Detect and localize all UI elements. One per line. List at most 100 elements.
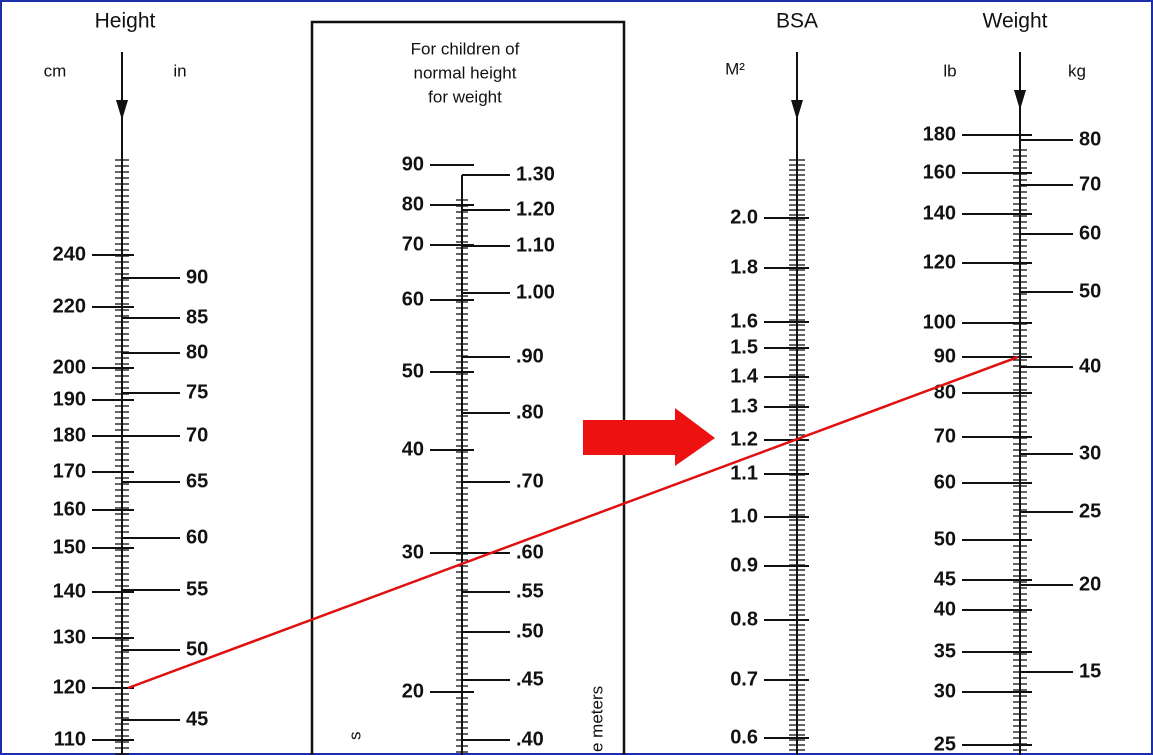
tick-label: .40	[516, 728, 544, 750]
box-text: For children of	[411, 39, 520, 58]
tick-label: 150	[53, 536, 86, 558]
tick-label: 30	[402, 541, 424, 563]
box-text: for weight	[428, 87, 502, 106]
tick-label: 60	[934, 471, 956, 493]
unit: M²	[725, 59, 745, 78]
tick-label: 25	[1079, 500, 1101, 522]
tick-label: 180	[53, 424, 86, 446]
red-line	[127, 355, 1019, 690]
tick-label: 40	[1079, 355, 1101, 377]
tick-label: 240	[53, 243, 86, 265]
tick-label: 20	[402, 680, 424, 702]
tick-label: 50	[186, 638, 208, 660]
tick-label: 170	[53, 460, 86, 482]
tick-label: 180	[923, 123, 956, 145]
tick-label: 1.0	[730, 505, 758, 527]
tick-label: 15	[1079, 660, 1101, 682]
title: BSA	[776, 10, 818, 33]
tick-label: 1.20	[516, 198, 555, 220]
unit: in	[173, 61, 186, 80]
tick-label: 220	[53, 295, 86, 317]
tick-label: 45	[186, 708, 208, 730]
tick-label: 65	[186, 470, 208, 492]
tick-label: 0.6	[730, 726, 758, 748]
tick-label: 120	[53, 676, 86, 698]
tick-label: 0.8	[730, 608, 758, 630]
tick-label: 50	[934, 528, 956, 550]
side-text: s	[345, 732, 364, 741]
tick-label: 90	[186, 266, 208, 288]
tick-label: 100	[923, 311, 956, 333]
tick-label: 1.10	[516, 234, 555, 256]
tick-label: 55	[186, 578, 208, 600]
tick-label: 30	[934, 680, 956, 702]
tick-label: 70	[186, 424, 208, 446]
unit: cm	[44, 61, 67, 80]
tick-label: 80	[1079, 128, 1101, 150]
box	[310, 20, 626, 755]
tick-label: 60	[402, 288, 424, 310]
arrow-head	[116, 100, 128, 120]
unit: kg	[1068, 61, 1086, 80]
tick-label: 70	[1079, 173, 1101, 195]
tick-label: 75	[186, 381, 208, 403]
tick-label: 85	[186, 306, 208, 328]
tick-label: 1.5	[730, 336, 758, 358]
tick-label: 1.2	[730, 428, 758, 450]
tick-label: 80	[186, 341, 208, 363]
tick-label: 1.00	[516, 281, 555, 303]
tick-label: 2.0	[730, 206, 758, 228]
tick-label: 1.8	[730, 256, 758, 278]
tick-label: 90	[934, 345, 956, 367]
tick-label: 60	[1079, 222, 1101, 244]
tick-label: 80	[402, 193, 424, 215]
tick-label: .55	[516, 580, 544, 602]
tick-label: 160	[923, 161, 956, 183]
tick-label: 90	[402, 153, 424, 175]
tick-label: 110	[54, 728, 86, 750]
tick-label: 25	[934, 733, 956, 755]
tick-label: 1.6	[730, 310, 758, 332]
title: Height	[95, 10, 156, 33]
tick-label: .90	[516, 345, 544, 367]
tick-label: .80	[516, 401, 544, 423]
tick-label: 70	[934, 425, 956, 447]
arrow-head	[791, 100, 803, 120]
box-text: normal height	[413, 63, 516, 82]
tick-label: 45	[934, 568, 956, 590]
tick-label: 0.9	[730, 554, 758, 576]
tick-label: 200	[53, 356, 86, 378]
tick-label: 30	[1079, 442, 1101, 464]
tick-label: 50	[1079, 280, 1101, 302]
tick-label: .50	[516, 620, 544, 642]
tick-label: 1.30	[516, 163, 555, 185]
tick-label: .70	[516, 470, 544, 492]
tick-label: 60	[186, 526, 208, 548]
tick-label: .45	[516, 668, 544, 690]
tick-label: 0.7	[730, 668, 758, 690]
tick-label: 50	[402, 360, 424, 382]
tick-label: 35	[934, 640, 956, 662]
tick-label: 190	[53, 388, 86, 410]
tick-label: 70	[402, 233, 424, 255]
tick-label: 140	[53, 580, 86, 602]
tick-label: 40	[934, 598, 956, 620]
tick-label: 1.4	[730, 365, 759, 387]
title: Weight	[983, 10, 1048, 33]
red-arrow	[583, 408, 715, 466]
tick-label: 20	[1079, 573, 1101, 595]
tick-label: 40	[402, 438, 424, 460]
tick-label: 1.1	[730, 462, 758, 484]
arrow-head	[1014, 90, 1026, 110]
side-text: e meters	[587, 686, 606, 752]
tick-label: 160	[53, 498, 86, 520]
tick-label: 120	[923, 251, 956, 273]
tick-label: 1.3	[730, 395, 758, 417]
unit: lb	[943, 61, 956, 80]
tick-label: .60	[516, 541, 544, 563]
scales: 240 220 200 190 180 170 160 150 140 130 120 110 90 85…	[53, 52, 1101, 755]
tick-label: 130	[53, 626, 86, 648]
tick-label: 140	[923, 202, 956, 224]
